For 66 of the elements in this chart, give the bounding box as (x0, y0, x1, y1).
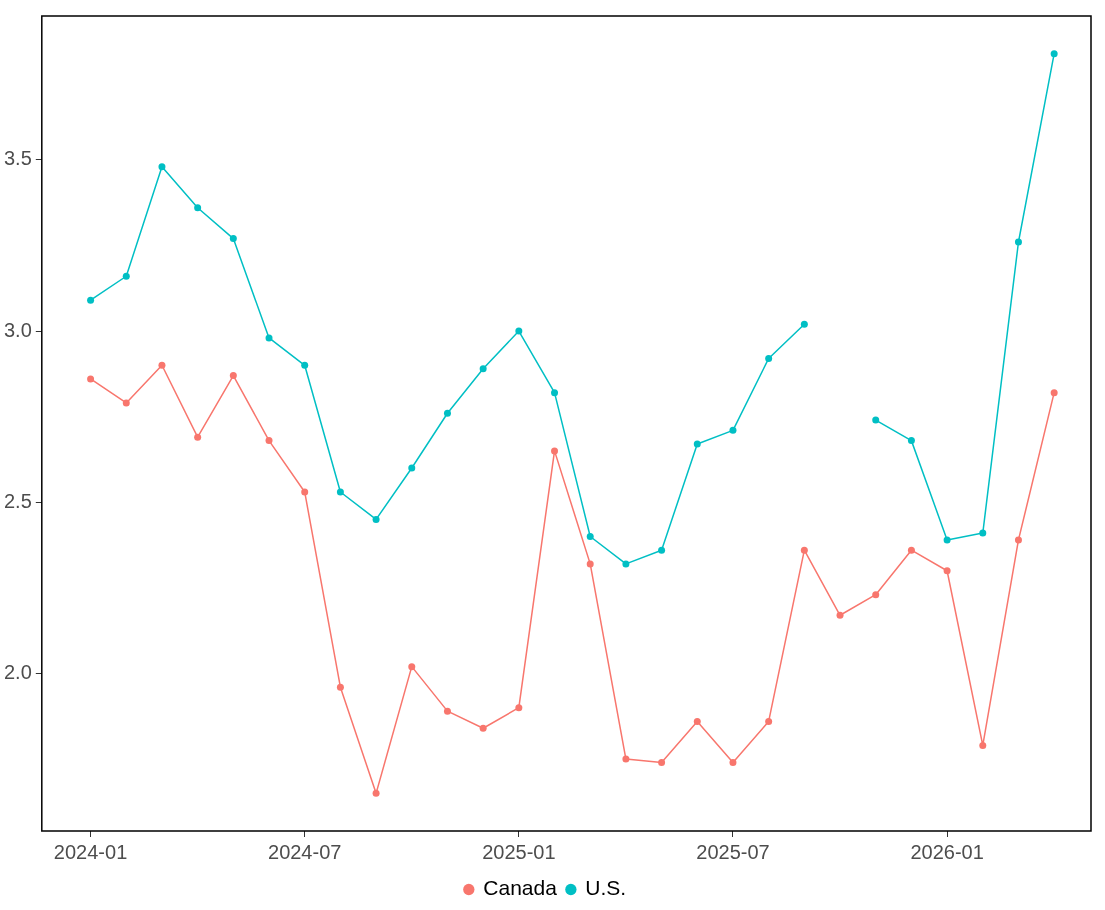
point (515, 704, 523, 712)
point (943, 536, 951, 544)
point (443, 409, 451, 417)
point (194, 204, 202, 212)
point (586, 533, 594, 540)
point (693, 717, 701, 725)
legend-label: Canada (483, 876, 558, 900)
point (622, 755, 630, 763)
point (979, 529, 987, 537)
point (408, 464, 416, 472)
point (336, 683, 344, 691)
y-tick-label: 3.0 (3, 318, 32, 341)
point (158, 361, 166, 369)
point (265, 334, 273, 342)
point (336, 488, 344, 496)
point (943, 567, 951, 575)
x-tick-label: 2024-07 (268, 840, 342, 863)
point (765, 717, 773, 725)
point (479, 365, 487, 373)
x-tick-label: 2025-07 (696, 840, 770, 863)
point (729, 426, 737, 434)
point (1014, 536, 1022, 544)
point (765, 354, 773, 362)
point (372, 515, 380, 523)
point (551, 447, 559, 455)
point (122, 272, 130, 280)
y-tick-label: 3.5 (3, 147, 32, 170)
x-tick-label: 2025-01 (482, 840, 556, 863)
point (1050, 389, 1058, 397)
point (800, 546, 808, 554)
y-tick-label: 2.0 (3, 660, 32, 683)
point (301, 361, 309, 369)
point (907, 546, 915, 554)
point (729, 759, 737, 767)
point (551, 389, 559, 397)
point (872, 591, 880, 599)
point (87, 296, 95, 304)
point (658, 546, 666, 554)
point (1050, 50, 1058, 58)
point (979, 741, 987, 749)
point (372, 789, 380, 797)
point (515, 327, 523, 335)
point (622, 560, 630, 568)
point (122, 399, 130, 407)
point (836, 611, 844, 619)
point (265, 437, 273, 445)
point (800, 320, 808, 328)
point (301, 488, 309, 496)
point (408, 663, 416, 671)
point (907, 437, 915, 445)
point (658, 759, 666, 767)
y-tick-label: 2.5 (3, 489, 32, 512)
point (158, 163, 166, 171)
point (194, 433, 202, 441)
point (693, 440, 701, 448)
point (229, 235, 237, 243)
point (87, 375, 95, 383)
point (479, 724, 487, 732)
point (443, 707, 451, 715)
point (872, 416, 880, 424)
point (229, 372, 237, 380)
point (586, 560, 594, 568)
legend-label: U.S. (585, 876, 627, 900)
x-tick-label: 2026-01 (910, 840, 984, 863)
x-tick-label: 2024-01 (53, 840, 128, 863)
point (1014, 238, 1022, 246)
